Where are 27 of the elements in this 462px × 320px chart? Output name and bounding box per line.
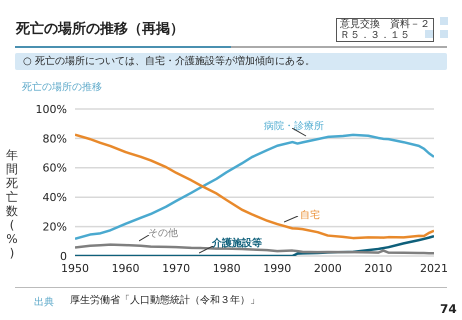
x-tick-label: 1950 <box>61 262 89 275</box>
y-tick-label: 0 <box>60 250 67 263</box>
x-tick-label: 1960 <box>112 262 140 275</box>
y-axis-title: 年間死亡数(%) <box>5 148 19 260</box>
text: 厚生労働省「人口動態統計（令和３年）」 <box>70 294 260 307</box>
text: 意見交換 資料－２ <box>340 19 430 30</box>
x-tick-label: 2000 <box>314 262 342 275</box>
x-tick-label: 1970 <box>162 262 190 275</box>
text: 死亡の場所の推移 <box>22 80 102 94</box>
text: 出典 <box>34 296 54 309</box>
x-tick-label: 2021 <box>420 262 448 275</box>
series-label: 病院・診療所 <box>264 120 324 133</box>
text: 74 <box>440 302 457 316</box>
y-tick-label: 80% <box>42 132 67 146</box>
y-tick-label: 40% <box>42 191 67 204</box>
series-label: 介護施設等 <box>212 236 262 250</box>
text: Ｒ５．３．１５ <box>340 30 411 41</box>
series-label: 自宅 <box>300 208 320 222</box>
x-tick-label: 1990 <box>263 262 292 275</box>
chart-subtitle: ○ 死亡の場所については、自宅・介護施設等が増加傾向にある。 <box>23 56 315 67</box>
y-tick-label: 20% <box>42 220 67 234</box>
x-tick-label: 1980 <box>212 262 241 275</box>
series-label: その他 <box>148 227 178 240</box>
x-tick-label: 2010 <box>364 262 392 275</box>
y-tick-label: 100% <box>36 102 67 116</box>
y-tick-label: 60% <box>42 162 67 175</box>
chart-title: 死亡の場所の推移（再掲） <box>16 20 184 38</box>
